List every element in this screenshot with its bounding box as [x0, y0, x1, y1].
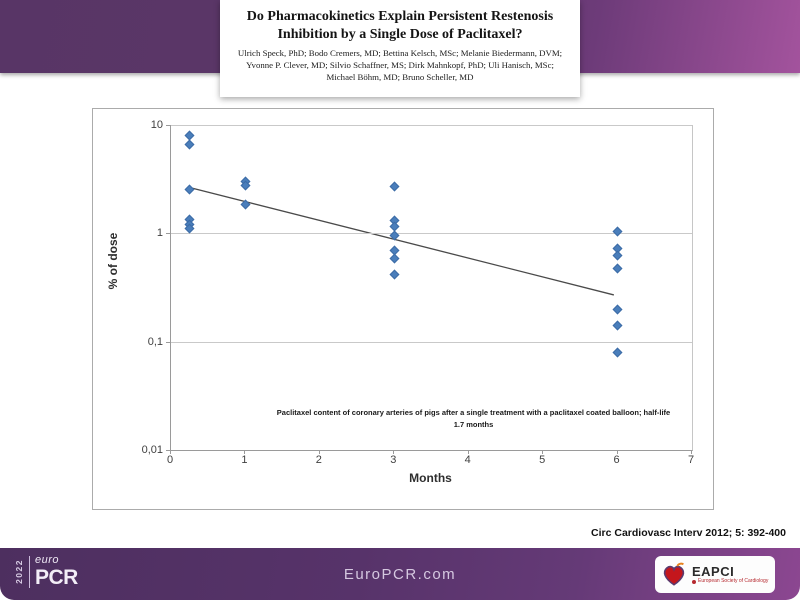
- x-tick-label: 7: [687, 454, 695, 466]
- europcr-pcr-text: PCR: [35, 566, 78, 589]
- esc-dot-icon: [692, 579, 696, 584]
- eapci-subtitle: European Society of Cardiology: [692, 577, 769, 585]
- europcr-wordmark: euro PCR: [35, 554, 78, 589]
- chart-panel: % of dose Paclitaxel content of coronary…: [92, 108, 714, 510]
- x-tick-mark: [244, 450, 246, 454]
- authors-line-1: Ulrich Speck, PhD; Bodo Cremers, MD; Bet…: [237, 48, 563, 58]
- gridline-y-1: [171, 233, 692, 235]
- slide-title: Do Pharmacokinetics Explain Persistent R…: [246, 9, 554, 42]
- x-tick-mark: [691, 450, 692, 454]
- authors-block: Ulrich Speck, PhD; Bodo Cremers, MD; Bet…: [220, 47, 580, 83]
- y-axis-title: % of dose: [106, 232, 120, 290]
- eapci-logo: EAPCI European Society of Cardiology: [655, 556, 775, 593]
- footer-bar: 2022 euro PCR EuroPCR.com EAPCI European…: [0, 548, 800, 600]
- europcr-logo: 2022 euro PCR: [14, 554, 78, 589]
- plot-area: Paclitaxel content of coronary arteries …: [170, 125, 693, 451]
- eapci-text-block: EAPCI European Society of Cardiology: [692, 563, 769, 585]
- x-tick-mark: [318, 450, 320, 454]
- x-tick-label: 2: [315, 454, 322, 466]
- chart-caption: Paclitaxel content of coronary arteries …: [276, 408, 671, 429]
- trendline-layer: [189, 186, 615, 296]
- x-tick-label: 3: [390, 454, 397, 466]
- citation: Circ Cardiovasc Interv 2012; 5: 392-400: [591, 527, 786, 539]
- gridline-y-10: [171, 125, 692, 126]
- y-tick-mark: [166, 125, 170, 126]
- x-tick-mark: [393, 450, 395, 454]
- y-tick-mark: [166, 233, 170, 235]
- y-tick-label: 0,1: [147, 335, 163, 348]
- y-tick-label: 0,01: [141, 444, 163, 456]
- trendline: [189, 186, 615, 296]
- footer-website: EuroPCR.com: [343, 566, 457, 583]
- x-tick-mark: [170, 450, 171, 454]
- x-tick-mark: [616, 450, 618, 454]
- title-box: Do Pharmacokinetics Explain Persistent R…: [220, 0, 580, 97]
- y-tick-label: 1: [156, 227, 163, 240]
- x-axis-title: Months: [409, 471, 452, 485]
- x-tick-label: 5: [539, 454, 546, 466]
- x-tick-label: 1: [241, 454, 248, 466]
- eapci-heart-icon: [663, 562, 685, 586]
- x-tick-label: 4: [464, 454, 471, 466]
- y-tick-label: 10: [150, 119, 163, 131]
- y-tick-mark: [166, 341, 170, 343]
- eapci-name: EAPCI: [692, 563, 735, 579]
- x-tick-label: 6: [613, 454, 620, 466]
- x-tick-mark: [467, 450, 469, 454]
- eapci-subtitle-text: European Society of Cardiology: [698, 577, 769, 584]
- x-tick-label: 0: [166, 454, 174, 466]
- authors-line-3: Michael Böhm, MD; Bruno Scheller, MD: [326, 72, 474, 83]
- y-tick-mark: [166, 450, 170, 451]
- europcr-euro-text: euro: [35, 554, 60, 566]
- gridline-y-0,1: [171, 341, 692, 343]
- authors-line-2: Yvonne P. Clever, MD; Silvio Schaffner, …: [246, 60, 554, 71]
- logo-divider: [29, 555, 30, 588]
- x-tick-mark: [542, 450, 544, 454]
